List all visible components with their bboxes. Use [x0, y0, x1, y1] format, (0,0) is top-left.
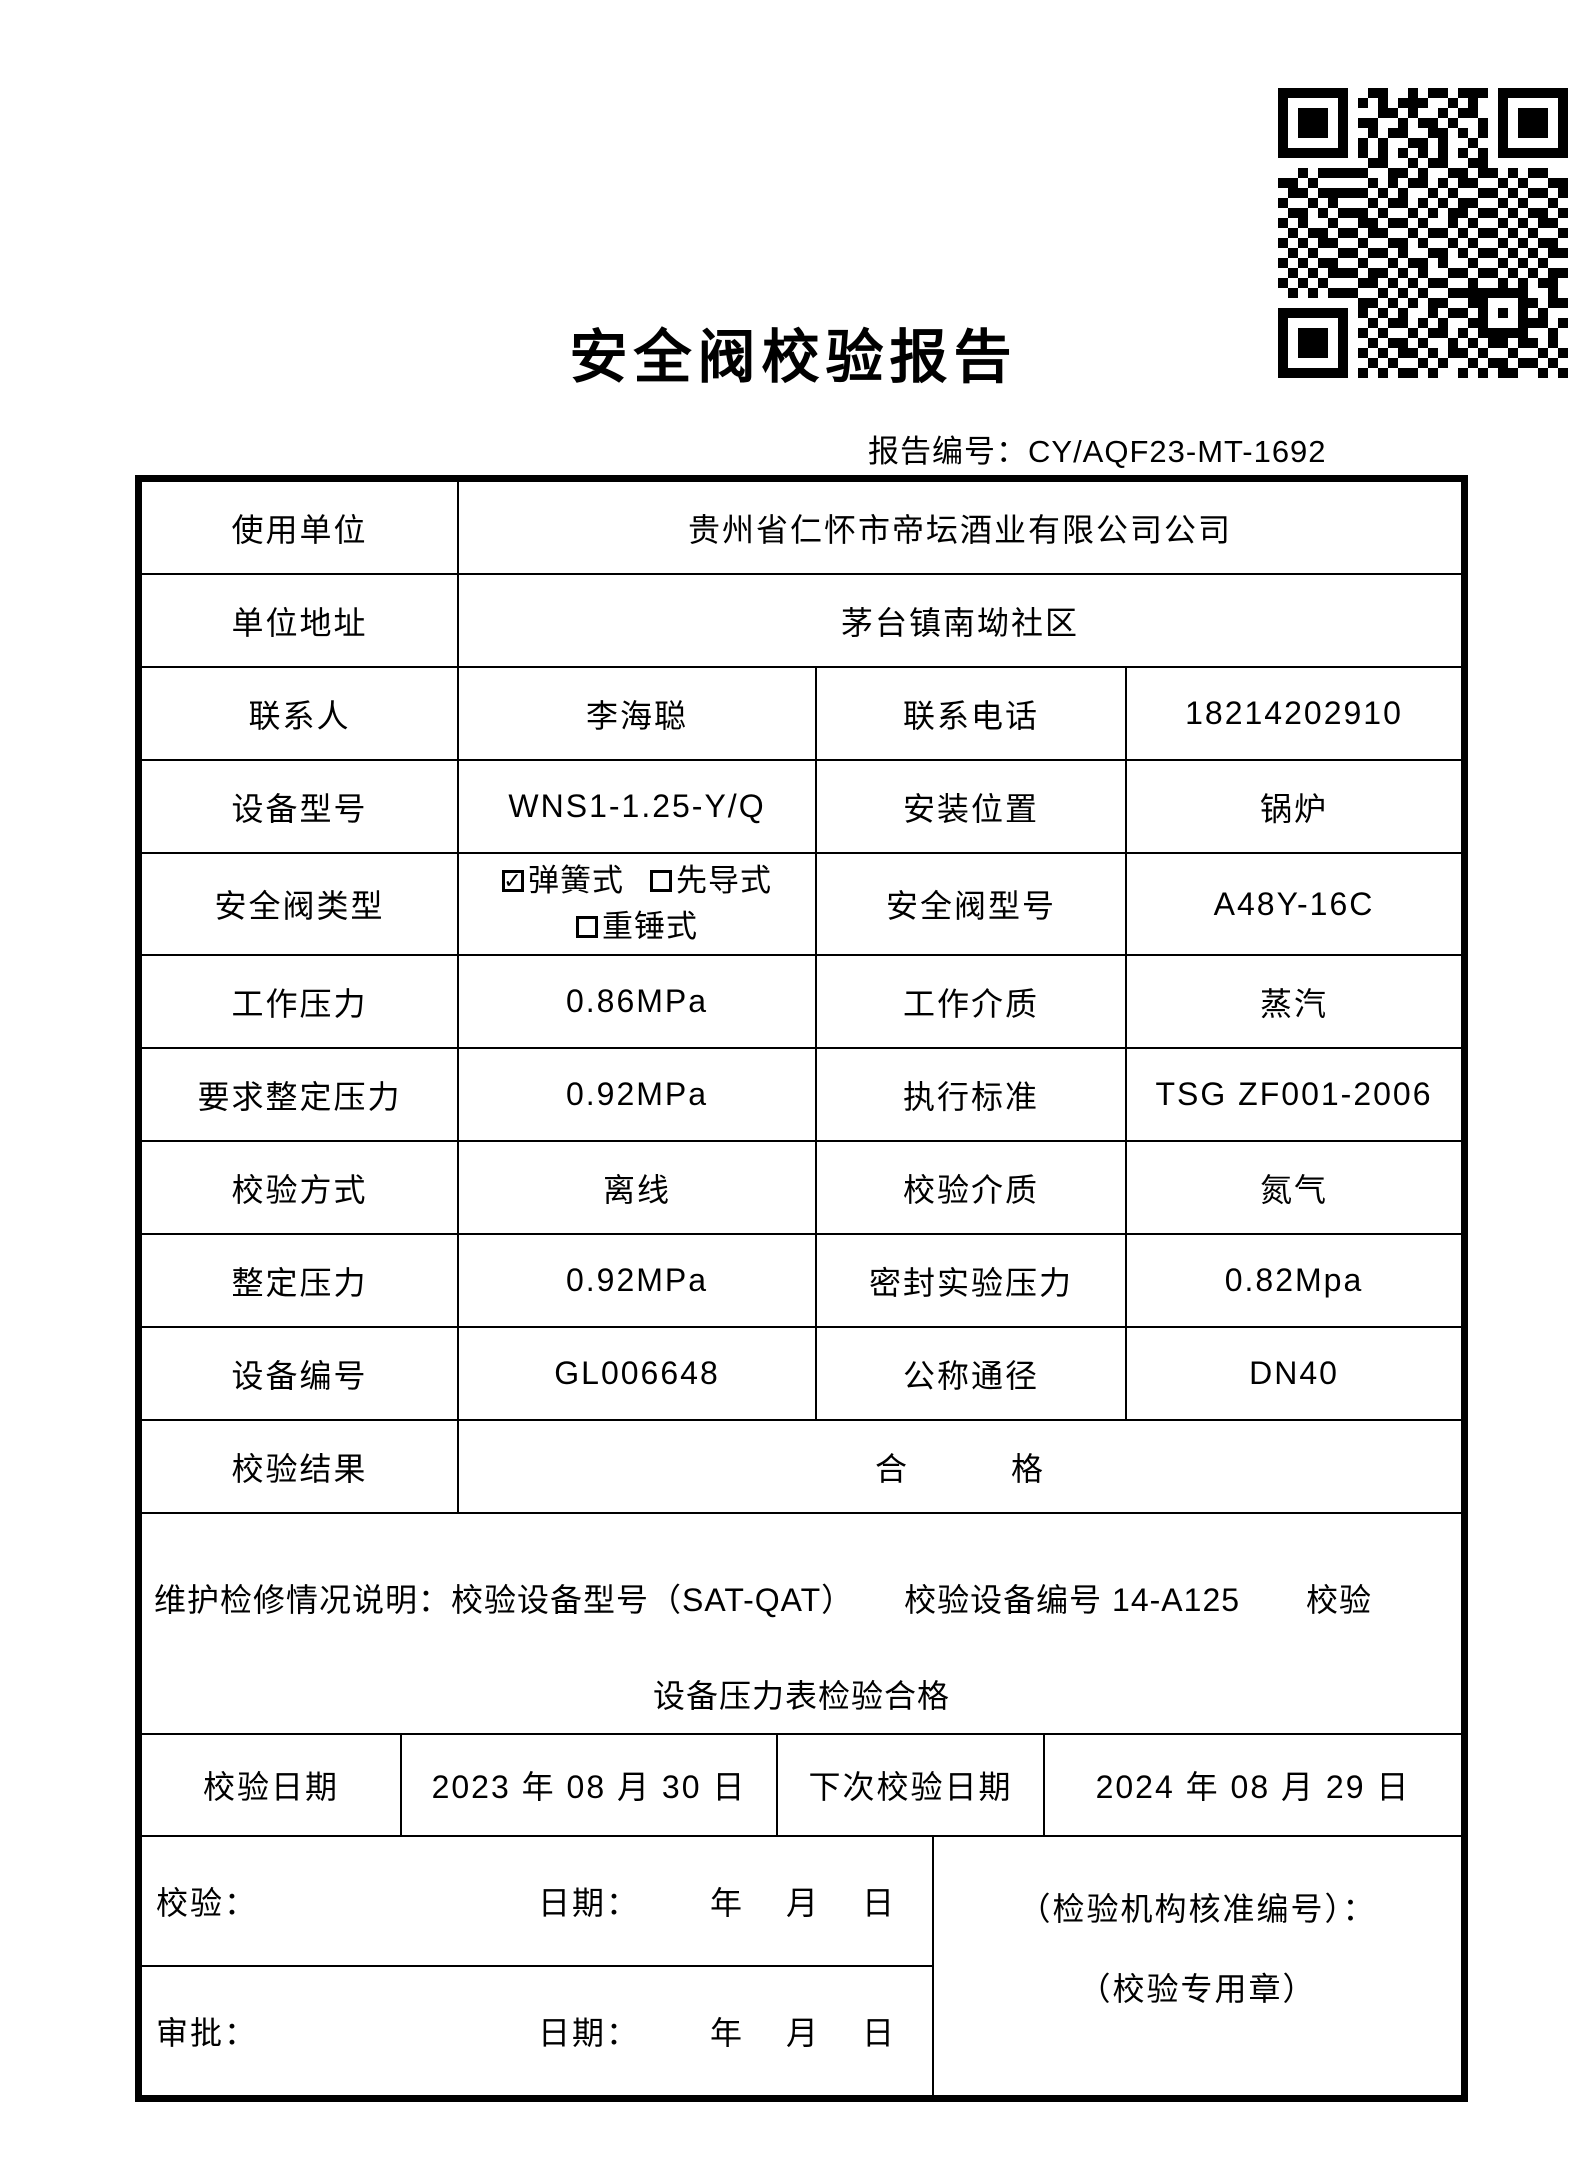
verify-signature-row: 校验： 日期： 年 月 日: [142, 1837, 932, 1967]
table-row-calibration-method: 校验方式 离线 校验介质 氮气: [142, 1142, 1461, 1235]
inspection-org-cell: （检验机构核准编号）： （校验专用章）: [934, 1837, 1461, 2095]
table-row-set-pressure: 整定压力 0.92MPa 密封实验压力 0.82Mpa: [142, 1235, 1461, 1328]
approve-signature-row: 审批： 日期： 年 月 日: [142, 1967, 932, 2095]
valve-type-option: 重锤式: [576, 904, 698, 950]
result-value: 合 格: [874, 1450, 1045, 1487]
working-pressure-value: 0.86MPa: [459, 956, 817, 1047]
table-row-contact: 联系人 李海聪 联系电话 18214202910: [142, 668, 1461, 761]
valve-type-option-label: 弹簧式: [528, 863, 624, 898]
signature-section: 校验： 日期： 年 月 日 审批： 日期： 年 月 日 （检验机构核准编号）： …: [142, 1837, 1461, 2095]
table-row-valve-type: 安全阀类型 ✓ 弹簧式 先导式 重锤式 安全阀型号 A48Y-16C: [142, 854, 1461, 956]
next-calibration-date-value: 2024 年 08 月 29 日: [1095, 1769, 1411, 1805]
use-unit-label: 使用单位: [142, 482, 459, 573]
verify-date-label: 日期：: [538, 1885, 641, 1921]
maintenance-note-line1: 维护检修情况说明：校验设备型号（SAT-QAT） 校验设备编号 14-A125 …: [154, 1582, 1373, 1618]
report-number-label: 报告编号：: [868, 434, 1028, 469]
approve-label: 审批：: [156, 2015, 259, 2051]
inspection-org-approval-no: （检验机构核准编号）：: [1018, 1891, 1377, 1927]
report-number-line: 报告编号：CY/AQF23-MT-1692: [868, 426, 1327, 471]
contact-phone-value: 18214202910: [1185, 695, 1403, 731]
install-location-label: 安装位置: [817, 761, 1127, 852]
report-table: 使用单位 贵州省仁怀市帝坛酒业有限公司公司 单位地址 茅台镇南坳社区 联系人 李…: [135, 475, 1468, 2102]
use-unit-value: 贵州省仁怀市帝坛酒业有限公司公司: [687, 511, 1232, 548]
approve-date-label: 日期：: [538, 2015, 641, 2051]
next-calibration-date-label: 下次校验日期: [778, 1735, 1045, 1835]
table-row-required-set-pressure: 要求整定压力 0.92MPa 执行标准 TSG ZF001-2006: [142, 1049, 1461, 1142]
verify-date-blank: 年 月 日: [710, 1885, 901, 1921]
contact-label: 联系人: [142, 668, 459, 759]
device-no-value: GL006648: [459, 1328, 817, 1419]
device-no-label: 设备编号: [142, 1328, 459, 1419]
calibration-date-label: 校验日期: [142, 1735, 402, 1835]
nominal-diameter-value: DN40: [1249, 1355, 1339, 1391]
calibration-method-label: 校验方式: [142, 1142, 459, 1233]
valve-type-options: ✓ 弹簧式 先导式 重锤式: [459, 854, 817, 954]
calibration-seal-placeholder: （校验专用章）: [1078, 1971, 1317, 2007]
valve-type-option-label: 重锤式: [602, 909, 698, 944]
unchecked-checkbox-icon: [650, 870, 672, 892]
calibration-method-value: 离线: [459, 1142, 817, 1233]
contact-value: 李海聪: [459, 668, 817, 759]
table-row-working-pressure: 工作压力 0.86MPa 工作介质 蒸汽: [142, 956, 1461, 1049]
contact-phone-label: 联系电话: [817, 668, 1127, 759]
device-model-label: 设备型号: [142, 761, 459, 852]
valve-type-line2: 重锤式: [567, 904, 707, 950]
set-pressure-value: 0.92MPa: [459, 1235, 817, 1326]
qr-code-icon: [1278, 88, 1568, 378]
standard-value: TSG ZF001-2006: [1155, 1076, 1433, 1112]
device-model-value: WNS1-1.25-Y/Q: [459, 761, 817, 852]
calibration-medium-label: 校验介质: [817, 1142, 1127, 1233]
table-row-calibration-date: 校验日期 2023 年 08 月 30 日 下次校验日期 2024 年 08 月…: [142, 1735, 1461, 1837]
valve-type-label: 安全阀类型: [142, 854, 459, 954]
checked-checkbox-icon: ✓: [502, 868, 524, 893]
valve-model-value: A48Y-16C: [1213, 885, 1375, 922]
page-title: 安全阀校验报告: [569, 325, 1018, 390]
required-set-pressure-label: 要求整定压力: [142, 1049, 459, 1140]
unchecked-checkbox-icon: [576, 916, 598, 938]
valve-type-option: ✓ 弹簧式: [502, 858, 624, 904]
signature-left-cells: 校验： 日期： 年 月 日 审批： 日期： 年 月 日: [142, 1837, 934, 2095]
table-row-device-no: 设备编号 GL006648 公称通径 DN40: [142, 1328, 1461, 1421]
table-row-result: 校验结果 合 格: [142, 1421, 1461, 1514]
working-pressure-label: 工作压力: [142, 956, 459, 1047]
table-row-device-model: 设备型号 WNS1-1.25-Y/Q 安装位置 锅炉: [142, 761, 1461, 854]
set-pressure-label: 整定压力: [142, 1235, 459, 1326]
install-location-value: 锅炉: [1259, 790, 1328, 827]
maintenance-note: 维护检修情况说明：校验设备型号（SAT-QAT） 校验设备编号 14-A125 …: [142, 1514, 1461, 1735]
table-row-use-unit: 使用单位 贵州省仁怀市帝坛酒业有限公司公司: [142, 482, 1461, 575]
verify-label: 校验：: [156, 1885, 259, 1921]
valve-type-option: 先导式: [650, 858, 772, 904]
seal-test-pressure-label: 密封实验压力: [817, 1235, 1127, 1326]
approve-date-blank: 年 月 日: [710, 2015, 901, 2051]
valve-model-label: 安全阀型号: [817, 854, 1127, 954]
working-medium-value: 蒸汽: [1259, 985, 1328, 1022]
nominal-diameter-label: 公称通径: [817, 1328, 1127, 1419]
working-medium-label: 工作介质: [817, 956, 1127, 1047]
standard-label: 执行标准: [817, 1049, 1127, 1140]
report-number-value: CY/AQF23-MT-1692: [1028, 434, 1327, 469]
calibration-medium-value: 氮气: [1259, 1171, 1328, 1208]
valve-type-option-label: 先导式: [676, 863, 772, 898]
valve-type-line1: ✓ 弹簧式 先导式: [493, 858, 781, 904]
table-row-unit-address: 单位地址 茅台镇南坳社区: [142, 575, 1461, 668]
unit-address-label: 单位地址: [142, 575, 459, 666]
seal-test-pressure-value: 0.82Mpa: [1224, 1262, 1364, 1298]
result-label: 校验结果: [142, 1421, 459, 1512]
maintenance-note-line2: 设备压力表检验合格: [652, 1678, 950, 1714]
unit-address-value: 茅台镇南坳社区: [840, 604, 1079, 641]
required-set-pressure-value: 0.92MPa: [459, 1049, 817, 1140]
calibration-date-value: 2023 年 08 月 30 日: [402, 1735, 778, 1835]
